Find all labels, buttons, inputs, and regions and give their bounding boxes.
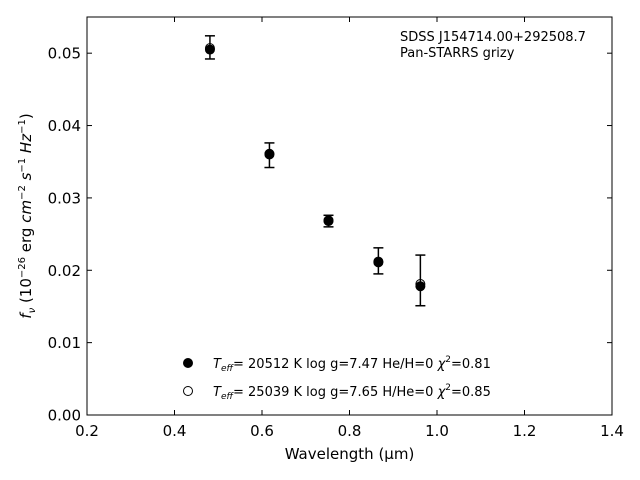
x-tick-label: 0.2 <box>75 422 99 440</box>
model-point-open <box>323 215 334 226</box>
annotation-survey: Pan-STARRS grizy <box>400 46 515 61</box>
model-point-open <box>415 279 426 290</box>
x-tick-label: 1.4 <box>600 422 624 440</box>
axis-ticks: 0.2 0.4 0.6 0.8 1.0 1.2 1.4 0.00 0.01 0.02 0.03 0.0… <box>48 17 624 440</box>
x-tick-label: 1.0 <box>425 422 449 440</box>
annotation-object: SDSS J154714.00+292508.7 <box>400 30 586 45</box>
y-tick-label: 0.01 <box>48 334 81 352</box>
plot-frame <box>86 16 613 416</box>
legend-marker-filled <box>183 358 193 368</box>
y-tick-label: 0.00 <box>48 407 81 425</box>
y-tick-label: 0.03 <box>48 189 81 207</box>
x-tick-label: 0.6 <box>250 422 274 440</box>
data-marks <box>204 35 426 307</box>
model-point-filled <box>415 281 426 292</box>
legend-entry-2: Teff= 25039 K log g=7.65 H/He=0 χ2=0.85 <box>213 383 491 402</box>
y-tick-label: 0.04 <box>48 117 81 135</box>
legend: Teff= 20512 K log g=7.47 He/H=0 χ2=0.81 … <box>183 355 491 402</box>
y-axis-label: fν (10−26 erg cm−2 s−1 Hz−1) <box>17 113 38 318</box>
model-point-open <box>373 256 384 267</box>
legend-marker-open <box>183 386 193 396</box>
legend-entry-1: Teff= 20512 K log g=7.47 He/H=0 χ2=0.81 <box>213 355 491 374</box>
model-point-open <box>264 149 275 160</box>
x-tick-label: 0.4 <box>163 422 187 440</box>
x-axis-label: Wavelength (μm) <box>285 445 415 463</box>
model-point-open <box>204 43 215 54</box>
y-tick-label: 0.02 <box>48 262 81 280</box>
x-tick-label: 1.2 <box>513 422 537 440</box>
y-tick-label: 0.05 <box>48 45 81 63</box>
x-tick-label: 0.8 <box>338 422 362 440</box>
